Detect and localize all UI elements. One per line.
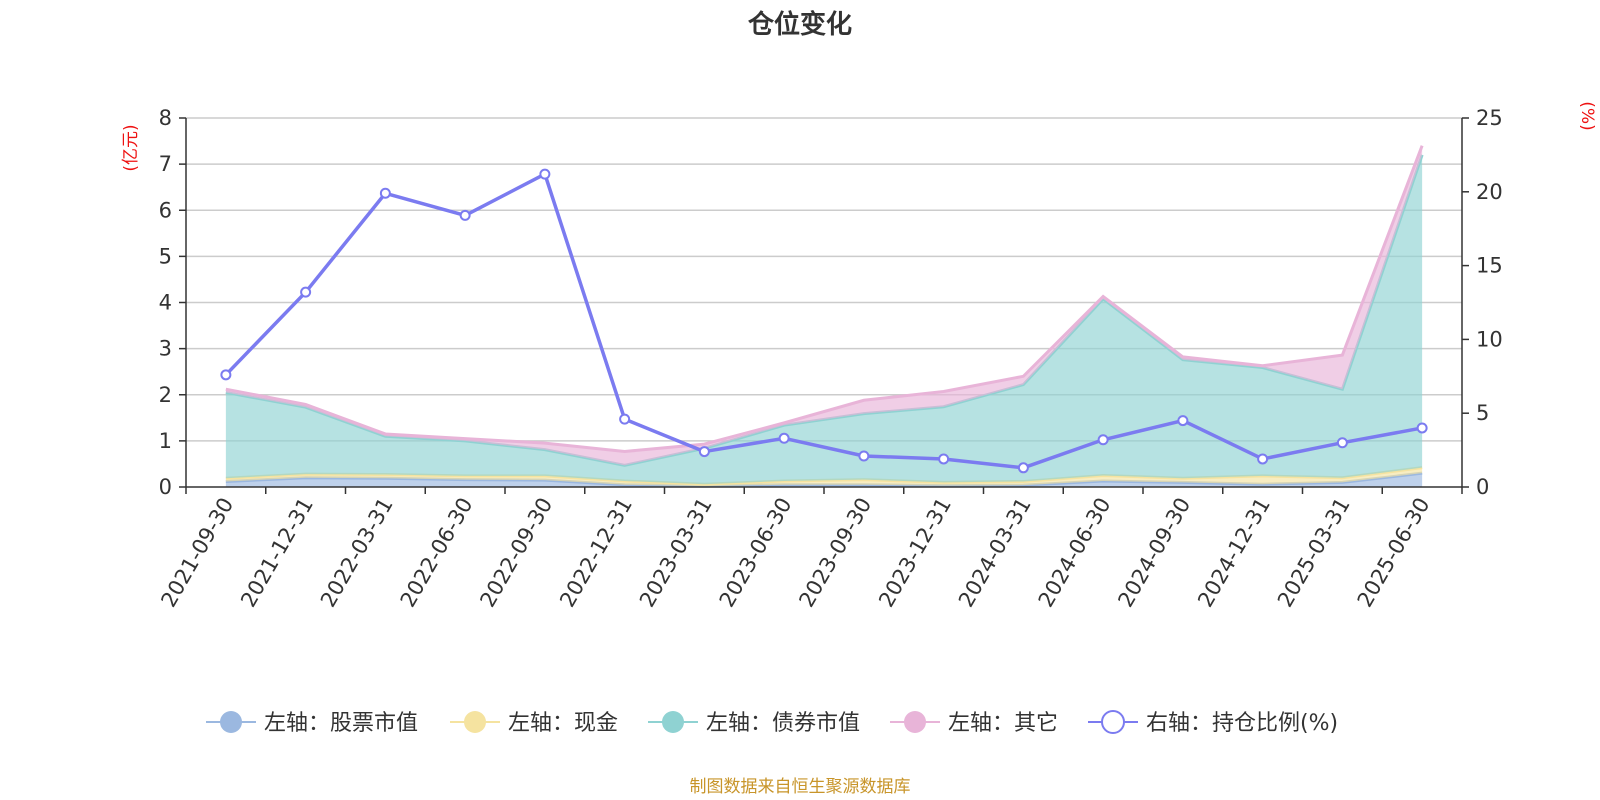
x-tick-label: 2025-03-31 — [1273, 494, 1355, 612]
ratio-point — [1097, 434, 1109, 446]
x-axis-ticks: 2021-09-302021-12-312022-03-312022-06-30… — [156, 494, 1434, 612]
legend-label: 左轴：债券市值 — [706, 711, 860, 736]
x-tick-label: 2023-09-30 — [794, 494, 876, 612]
data-source-note: 制图数据来自恒生聚源数据库 — [690, 777, 911, 797]
left-tick-label: 3 — [159, 337, 172, 361]
x-tick-label: 2022-06-30 — [396, 494, 478, 612]
right-tick-label: 10 — [1476, 327, 1503, 351]
left-tick-label: 5 — [159, 244, 172, 268]
legend-marker — [464, 711, 486, 733]
x-tick-label: 2022-12-31 — [555, 494, 637, 612]
legend-label: 左轴：现金 — [508, 711, 618, 736]
ratio-point — [1017, 462, 1029, 474]
legend-label: 右轴：持仓比例(%) — [1146, 711, 1338, 736]
ratio-point — [858, 450, 870, 462]
area-edge-4 — [225, 145, 1424, 453]
x-tick-label: 2024-12-31 — [1193, 494, 1275, 612]
left-tick-label: 2 — [159, 383, 172, 407]
left-axis-ticks: 0 1 2 3 4 5 6 7 8 — [159, 106, 186, 499]
axes — [185, 118, 1463, 494]
x-tick-label: 2025-06-30 — [1353, 494, 1435, 612]
x-tick-label: 2022-09-30 — [475, 494, 557, 612]
ratio-point — [220, 369, 232, 381]
left-tick-label: 1 — [159, 429, 172, 453]
right-tick-label: 15 — [1476, 254, 1503, 278]
legend-item[interactable]: 左轴：其它 — [890, 711, 1058, 736]
legend-marker — [1101, 710, 1125, 734]
legend-item[interactable]: 左轴：现金 — [450, 711, 618, 736]
legend[interactable]: 左轴：股票市值 左轴：现金 左轴：债券市值 左轴：其它 右轴：持仓比例(%) — [206, 710, 1338, 736]
legend-item[interactable]: 右轴：持仓比例(%) — [1088, 710, 1338, 736]
right-tick-label: 25 — [1476, 106, 1503, 130]
x-tick-label: 2024-03-31 — [954, 494, 1036, 612]
stacked-areas — [225, 145, 1424, 488]
ratio-point — [698, 446, 710, 458]
legend-marker — [220, 711, 242, 733]
left-axis-unit: (亿元) — [121, 124, 141, 171]
ratio-point — [459, 209, 471, 221]
left-tick-label: 8 — [159, 106, 172, 130]
left-tick-label: 6 — [159, 198, 172, 222]
x-tick-label: 2021-09-30 — [156, 494, 238, 612]
ratio-point — [938, 453, 950, 465]
legend-marker — [662, 711, 684, 733]
left-tick-label: 4 — [159, 291, 172, 315]
gridlines — [186, 117, 1462, 442]
ratio-point — [539, 168, 551, 180]
right-axis-ticks: 0 5 10 15 20 25 — [1462, 106, 1503, 499]
x-tick-label: 2021-12-31 — [236, 494, 318, 612]
ratio-line — [224, 172, 1423, 470]
ratio-point — [1257, 453, 1269, 465]
legend-marker — [904, 711, 926, 733]
ratio-point — [619, 413, 631, 425]
ratio-point — [778, 432, 790, 444]
x-tick-label: 2023-03-31 — [635, 494, 717, 612]
ratio-point — [379, 187, 391, 199]
ratio-point — [1177, 415, 1189, 427]
x-tick-label: 2023-06-30 — [715, 494, 797, 612]
x-tick-label: 2023-12-31 — [874, 494, 956, 612]
right-tick-label: 0 — [1476, 475, 1489, 499]
x-tick-label: 2024-06-30 — [1034, 494, 1116, 612]
area-1 — [225, 473, 1423, 487]
x-tick-label: 2024-09-30 — [1113, 494, 1195, 612]
ratio-line-series — [220, 168, 1428, 474]
ratio-point — [1416, 422, 1428, 434]
area-3 — [225, 154, 1423, 485]
right-axis-unit: (%) — [1577, 101, 1597, 130]
ratio-point — [1336, 437, 1348, 449]
legend-item[interactable]: 左轴：债券市值 — [648, 711, 860, 736]
right-tick-label: 20 — [1476, 180, 1503, 204]
legend-item[interactable]: 左轴：股票市值 — [206, 711, 418, 736]
right-tick-label: 5 — [1476, 401, 1489, 425]
legend-label: 左轴：股票市值 — [264, 711, 418, 736]
left-tick-label: 7 — [159, 152, 172, 176]
left-tick-label: 0 — [159, 475, 172, 499]
chart-title: 仓位变化 — [747, 9, 852, 40]
ratio-point — [300, 286, 312, 298]
x-tick-label: 2022-03-31 — [316, 494, 398, 612]
legend-label: 左轴：其它 — [948, 711, 1058, 736]
